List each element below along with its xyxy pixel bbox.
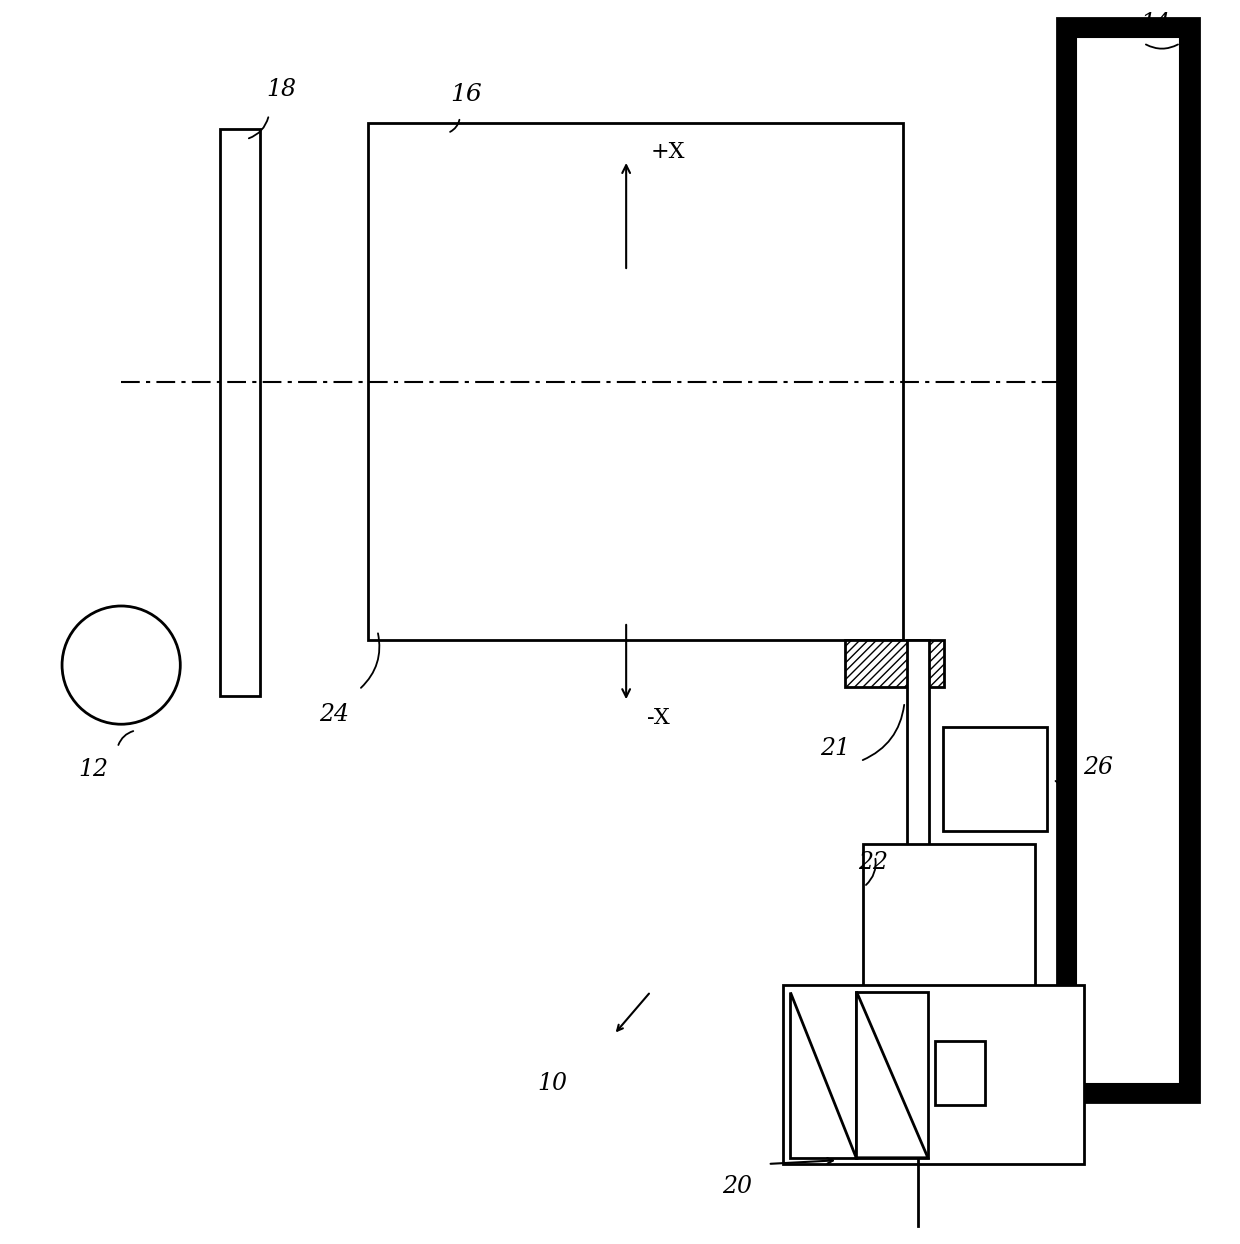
Text: 12: 12 [78, 759, 108, 781]
Text: 16: 16 [450, 83, 482, 106]
Bar [782, 985, 1084, 1164]
Bar [906, 641, 929, 1127]
Text: 14: 14 [1141, 12, 1171, 35]
Bar [219, 129, 260, 695]
Polygon shape [857, 991, 928, 1158]
Text: 21: 21 [821, 738, 851, 760]
Bar [846, 641, 944, 687]
Text: 22: 22 [858, 851, 888, 873]
Bar [857, 991, 928, 1158]
Bar [1076, 37, 1180, 1084]
Bar [863, 843, 1035, 1096]
Bar [1058, 19, 1199, 1102]
Text: 18: 18 [267, 78, 296, 102]
Text: 10: 10 [537, 1072, 567, 1096]
Text: +X: +X [651, 141, 686, 163]
Polygon shape [790, 991, 857, 1158]
Text: 26: 26 [1083, 756, 1114, 779]
Bar [935, 1041, 985, 1105]
Text: 24: 24 [319, 703, 350, 726]
Bar [367, 123, 903, 641]
Bar [942, 726, 1048, 831]
Text: -X: -X [647, 707, 670, 729]
Text: 20: 20 [722, 1174, 751, 1198]
